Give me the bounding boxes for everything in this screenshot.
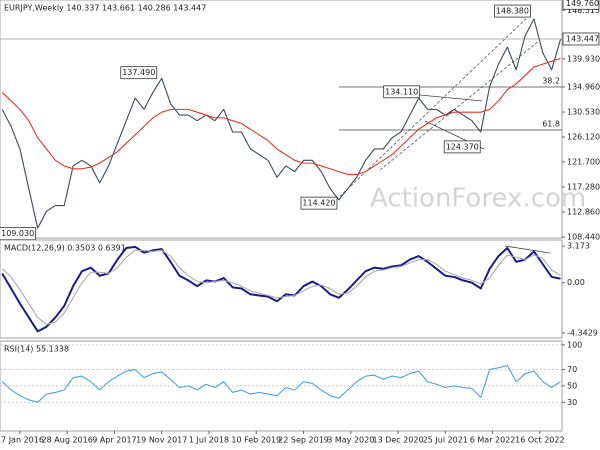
y-tick-label: 0.00 (567, 278, 585, 287)
annotation-label: 137.490 (122, 68, 155, 77)
y-tick-label: 121.700 (567, 157, 600, 166)
x-tick-label: 16 Oct 2022 (515, 436, 564, 445)
panel-title: EURJPY,Weekly 140.337 143.661 140.286 14… (4, 4, 206, 13)
annotation-box (494, 4, 531, 18)
panel: ActionForex.com 148.515 139.930 134.960 130.… (0, 0, 600, 241)
fib-label: 38.2 (542, 76, 560, 85)
x-tick-label: 1 Jul 2018 (189, 436, 229, 445)
x-tick-label: 6 Mar 2022 (470, 436, 516, 445)
fib-label: 61.8 (542, 119, 560, 128)
y-tick-label: 3.173 (567, 241, 590, 250)
x-tick-label: 19 Nov 2017 (136, 436, 187, 445)
y-tick-label: 148.515 (567, 6, 600, 15)
series-line (1, 18, 562, 229)
y-tick-label: 117.280 (567, 182, 600, 191)
x-tick-label: 10 Feb 2019 (231, 436, 281, 445)
price-label: 143.447 (566, 34, 599, 43)
annotation-box (120, 66, 158, 80)
annotation-label: 109.030 (1, 229, 34, 238)
annotation-label: 114.420 (302, 199, 335, 208)
annotation-label: 134.110 (385, 87, 418, 96)
series-line (1, 364, 561, 403)
panel: 3.173 0.00 -4.3429 MACD(12,26,9) 0.3503 0.6… (0, 239, 598, 339)
x-tick-label: 22 Sep 2019 (278, 436, 329, 445)
y-tick-label: -4.3429 (567, 328, 598, 337)
series-line (1, 245, 561, 333)
x-tick-label: 25 Jul 2021 (423, 436, 468, 445)
panel-title: RSI(14) 55.1338 (4, 345, 69, 354)
annotation-label: 124.370 (446, 142, 479, 151)
y-tick-label: 100 (567, 340, 582, 349)
y-tick-label: 50 (567, 381, 577, 390)
y-tick-label: 112.860 (567, 207, 600, 216)
watermark: ActionForex.com (370, 184, 586, 214)
macd-trend-line (504, 245, 551, 254)
y-tick-label: 130.530 (567, 108, 600, 117)
series-line (1, 249, 561, 325)
price-label: 149.760 (566, 0, 599, 8)
y-tick-label: 30 (567, 398, 577, 407)
y-tick-label: 108.440 (567, 232, 600, 241)
price-label-box (562, 32, 600, 46)
triangle-line (419, 94, 483, 102)
x-tick-label: 13 Dec 2020 (372, 436, 423, 445)
price-label-box (562, 0, 600, 10)
x-tick-label: 28 Aug 2016 (42, 436, 93, 445)
annotation-box (300, 196, 338, 210)
y-tick-label: 139.930 (567, 54, 600, 63)
series-line (1, 57, 561, 175)
annotation-box (443, 140, 481, 154)
panel-title: MACD(12,26,9) 0.3503 0.6391 (4, 244, 126, 253)
y-tick-label: 126.120 (567, 132, 600, 141)
annotation-label: 148.380 (496, 7, 529, 16)
x-tick-label: 3 May 2020 (327, 436, 374, 445)
y-tick-label: 70 (567, 365, 577, 374)
panel-frame (0, 239, 563, 339)
x-tick-label: 9 Apr 2017 (92, 436, 136, 445)
x-tick-label: 17 Jan 2016 (0, 436, 44, 445)
annotation-box (383, 85, 421, 99)
panel-frame (0, 0, 563, 239)
y-tick-label: 134.960 (567, 82, 600, 91)
